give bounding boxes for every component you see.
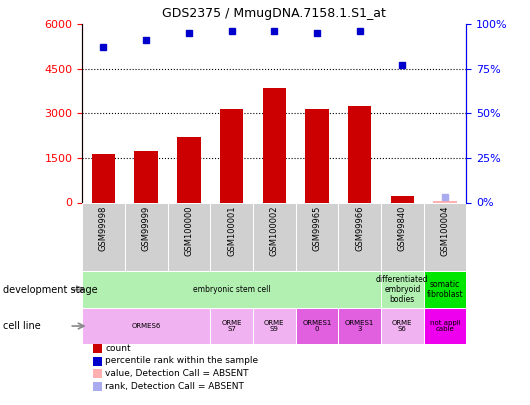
Text: GSM99965: GSM99965 xyxy=(313,206,322,252)
Bar xyxy=(135,151,158,202)
Bar xyxy=(296,202,338,271)
Text: ORMES6: ORMES6 xyxy=(131,323,161,329)
Bar xyxy=(296,308,338,344)
Text: differentiated
embryoid
bodies: differentiated embryoid bodies xyxy=(376,275,429,304)
Bar xyxy=(338,202,381,271)
Bar xyxy=(381,271,423,308)
Text: value, Detection Call = ABSENT: value, Detection Call = ABSENT xyxy=(105,369,249,378)
Bar xyxy=(434,201,457,202)
Text: percentile rank within the sample: percentile rank within the sample xyxy=(105,356,259,365)
Bar xyxy=(220,109,243,202)
Bar xyxy=(253,202,296,271)
Bar xyxy=(210,308,253,344)
Bar xyxy=(423,202,466,271)
Bar xyxy=(338,308,381,344)
Bar xyxy=(82,308,210,344)
Bar xyxy=(82,202,125,271)
Bar xyxy=(423,271,466,308)
Text: ORME
S7: ORME S7 xyxy=(222,320,242,332)
Text: GSM100001: GSM100001 xyxy=(227,206,236,256)
Text: GSM99999: GSM99999 xyxy=(142,206,151,251)
Text: rank, Detection Call = ABSENT: rank, Detection Call = ABSENT xyxy=(105,382,244,390)
Text: ORMES1
0: ORMES1 0 xyxy=(302,320,332,332)
Text: ORME
S9: ORME S9 xyxy=(264,320,285,332)
Text: GSM100004: GSM100004 xyxy=(440,206,449,256)
Bar xyxy=(253,308,296,344)
Bar xyxy=(262,88,286,202)
Bar xyxy=(348,106,372,202)
Text: GSM99966: GSM99966 xyxy=(355,206,364,252)
Text: not appli
cable: not appli cable xyxy=(430,320,461,332)
Bar xyxy=(167,202,210,271)
Text: cell line: cell line xyxy=(3,321,40,331)
Bar xyxy=(125,202,167,271)
Title: GDS2375 / MmugDNA.7158.1.S1_at: GDS2375 / MmugDNA.7158.1.S1_at xyxy=(162,7,386,20)
Bar xyxy=(381,308,423,344)
Text: GSM99998: GSM99998 xyxy=(99,206,108,252)
Text: ORME
S6: ORME S6 xyxy=(392,320,413,332)
Text: ORMES1
3: ORMES1 3 xyxy=(345,320,374,332)
Text: embryonic stem cell: embryonic stem cell xyxy=(193,285,270,294)
Text: GSM100002: GSM100002 xyxy=(270,206,279,256)
Text: count: count xyxy=(105,344,131,353)
Bar xyxy=(92,154,115,202)
Bar xyxy=(177,137,201,202)
Bar xyxy=(423,308,466,344)
Bar xyxy=(82,271,381,308)
Bar xyxy=(210,202,253,271)
Bar xyxy=(305,109,329,202)
Bar xyxy=(391,196,414,202)
Text: development stage: development stage xyxy=(3,285,98,294)
Bar xyxy=(381,202,423,271)
Text: GSM100000: GSM100000 xyxy=(184,206,193,256)
Text: somatic
fibroblast: somatic fibroblast xyxy=(427,280,463,299)
Text: GSM99840: GSM99840 xyxy=(398,206,407,252)
